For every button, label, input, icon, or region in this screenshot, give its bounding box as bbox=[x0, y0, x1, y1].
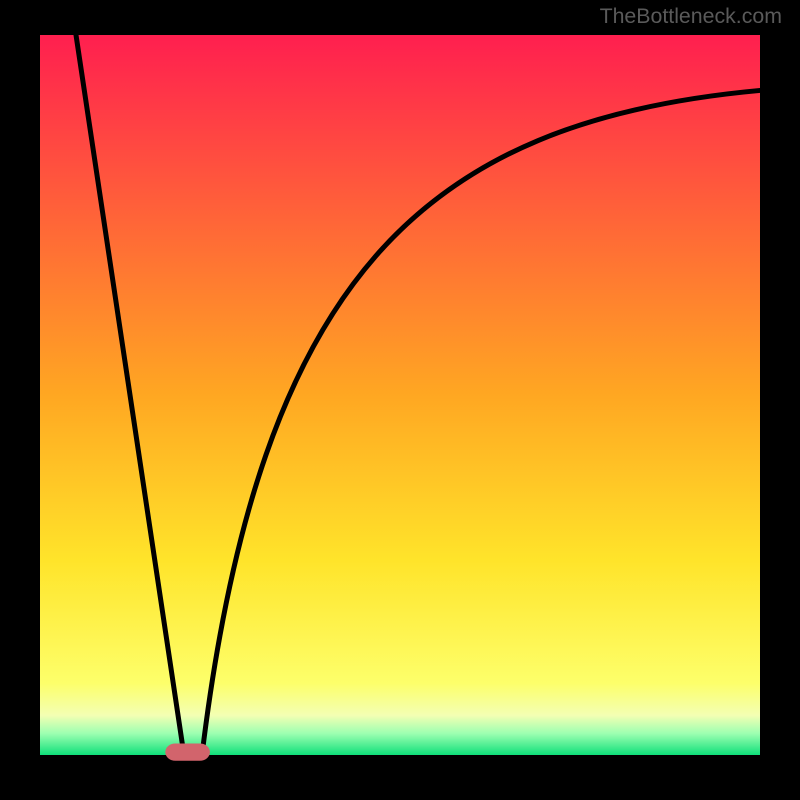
watermark-text: TheBottleneck.com bbox=[600, 4, 782, 29]
bottleneck-chart bbox=[0, 0, 800, 800]
bottleneck-marker bbox=[165, 743, 210, 760]
chart-container: TheBottleneck.com bbox=[0, 0, 800, 800]
chart-plot-background bbox=[40, 35, 760, 755]
